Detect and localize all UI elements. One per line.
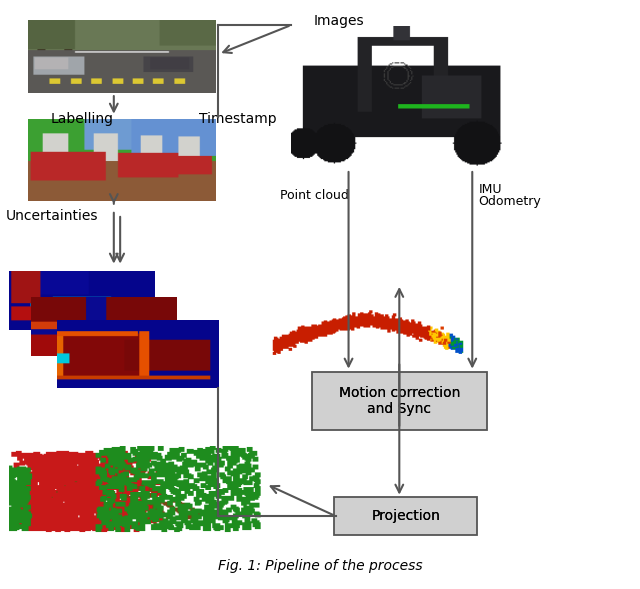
Text: Odometry: Odometry: [479, 194, 541, 208]
Text: Projection: Projection: [371, 509, 440, 523]
Text: Uncertainties: Uncertainties: [6, 209, 99, 223]
Text: Motion correction
and Sync: Motion correction and Sync: [339, 386, 460, 416]
Text: Motion correction
and Sync: Motion correction and Sync: [339, 386, 460, 416]
Text: Projection: Projection: [371, 509, 440, 523]
FancyBboxPatch shape: [312, 372, 487, 431]
FancyBboxPatch shape: [334, 497, 477, 535]
Text: Timestamp: Timestamp: [200, 112, 277, 127]
Text: IMU: IMU: [479, 183, 502, 196]
Text: Images: Images: [314, 15, 364, 28]
Text: Labelling: Labelling: [51, 112, 113, 127]
Text: Point cloud: Point cloud: [280, 189, 349, 202]
Text: Fig. 1: Pipeline of the process: Fig. 1: Pipeline of the process: [218, 560, 422, 573]
